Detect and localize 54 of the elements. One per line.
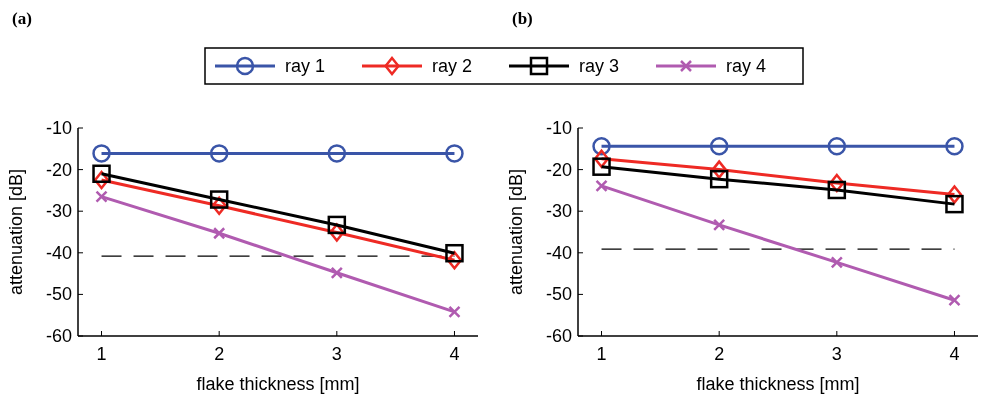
legend-label: ray 3 [579,56,620,76]
y-tick-label: -60 [545,326,572,346]
y-axis-title: attenuation [dB] [506,168,526,296]
legend-label: ray 4 [726,56,767,76]
x-tick-label: 3 [331,344,342,364]
x-axis-title: flake thickness [mm] [196,374,360,394]
point [712,218,726,232]
chart-title: (b) [512,9,533,28]
point [592,157,611,176]
point [948,293,961,307]
point [827,137,847,156]
point [709,137,729,156]
point [830,256,844,269]
point [92,144,111,163]
point [827,180,847,200]
x-axis-title: flake thickness [mm] [696,374,860,394]
point [330,266,344,280]
chart-title: (a) [12,9,32,28]
point [209,190,229,209]
y-tick-label: -40 [45,242,72,263]
y-tick-label: -20 [45,159,72,180]
legend-label: ray 2 [432,56,473,76]
x-tick-label: 3 [831,344,842,364]
y-tick-label: -40 [545,242,572,263]
y-tick-label: -30 [545,201,572,222]
point [448,305,461,319]
point [327,144,347,163]
y-tick-label: -50 [45,284,72,305]
x-tick-label: 4 [449,344,460,364]
y-tick-label: -50 [545,284,572,305]
point [445,144,464,163]
point [445,243,464,263]
y-tick-label: -20 [545,159,572,180]
point [327,215,347,235]
point [945,137,964,156]
point [92,164,111,184]
point [709,169,729,189]
x-tick-label: 1 [596,344,607,364]
point [945,194,964,214]
x-tick-label: 4 [949,344,960,364]
x-tick-label: 1 [96,344,107,364]
y-tick-label: -30 [45,201,72,222]
point [209,144,229,163]
y-tick-label: -10 [45,118,72,138]
x-tick-label: 2 [714,344,725,364]
y-axis-title: attenuation [dB] [6,168,26,296]
y-tick-label: -60 [45,326,72,346]
point [592,137,611,156]
point [212,227,226,240]
y-tick-label: -10 [545,118,572,138]
legend-label: ray 1 [285,56,326,76]
point [595,179,608,193]
point [95,190,108,203]
x-tick-label: 2 [214,344,225,364]
